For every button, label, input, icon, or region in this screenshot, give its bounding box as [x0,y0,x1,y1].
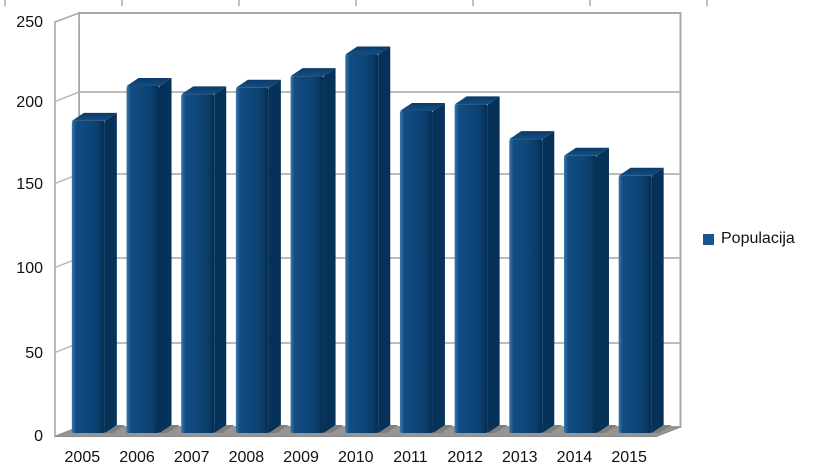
x-tick-label-2008: 2008 [229,449,265,466]
bar-2010-side [378,46,391,434]
chart-legend: Populacija [703,229,795,249]
bar-2015 [618,175,652,433]
bar-floor-shadow [542,425,563,433]
x-tick-label-2013: 2013 [502,449,538,466]
x-tick-label-2015: 2015 [611,449,647,466]
bar-2014-side [596,147,609,433]
bar-2008 [235,87,269,433]
legend-swatch-icon [703,233,714,245]
bar-floor-shadow [323,425,344,433]
bar-2005-top [71,112,117,121]
bar-2006-top [126,78,172,87]
x-tick-label-2011: 2011 [393,449,428,466]
bar-2013 [509,139,543,433]
y-tick-label-150: 150 [16,176,43,193]
y-tick-label-200: 200 [16,94,43,111]
y-tick-label-100: 100 [16,260,43,277]
bar-2011-side [432,102,445,434]
x-tick-label-2012: 2012 [447,449,483,466]
x-tick-label-2010: 2010 [338,449,374,466]
bar-2012-side [487,96,500,433]
bar-floor-shadow [159,425,180,433]
x-tick-label-2014: 2014 [557,449,593,466]
bar-floor-shadow [432,425,453,433]
bar-floor-shadow [268,425,289,433]
bar-2015-top [618,167,664,176]
bar-2015-side [651,167,664,433]
bar-2006-side [159,78,172,433]
legend-label: Populacija [721,230,795,247]
x-tick-label-2009: 2009 [283,449,319,466]
y-tick-label-250: 250 [16,14,43,31]
bar-2010-top [345,46,391,55]
bar-2011-top [399,102,445,111]
x-tick-label-2006: 2006 [119,449,155,466]
bar-2014-top [563,147,609,156]
bar-2005-side [104,112,117,434]
bar-2012 [454,104,488,433]
x-tick-label-2007: 2007 [174,449,210,466]
bar-2009 [290,76,324,433]
bar-2014 [563,155,597,433]
bar-floor-shadow [104,425,125,433]
x-tick-label-2005: 2005 [65,449,101,466]
bar-2010 [345,54,379,434]
bar-2006 [126,86,160,433]
bar-2011 [399,110,433,434]
bar-floor-shadow [596,425,617,433]
bar-2008-top [235,79,281,88]
bar-2007 [181,94,215,434]
bar-2007-side [214,86,227,434]
bar-2013-top [509,131,555,140]
bar-2009-side [323,68,336,433]
bar-2005 [71,120,105,434]
bar-floor-shadow [378,425,399,433]
y-tick-label-50: 50 [25,345,43,362]
gridline-stub-200 [54,91,80,103]
bar-2008-side [268,79,281,433]
bar-floor-shadow [214,425,235,433]
bar-floor-shadow [487,425,508,433]
y-tick-label-0: 0 [34,428,43,445]
bar-2009-top [290,68,336,77]
bar-2012-top [454,96,500,105]
bar-2013-side [542,131,555,433]
bar-floor-shadow [651,425,672,433]
bar-2007-top [181,86,227,95]
